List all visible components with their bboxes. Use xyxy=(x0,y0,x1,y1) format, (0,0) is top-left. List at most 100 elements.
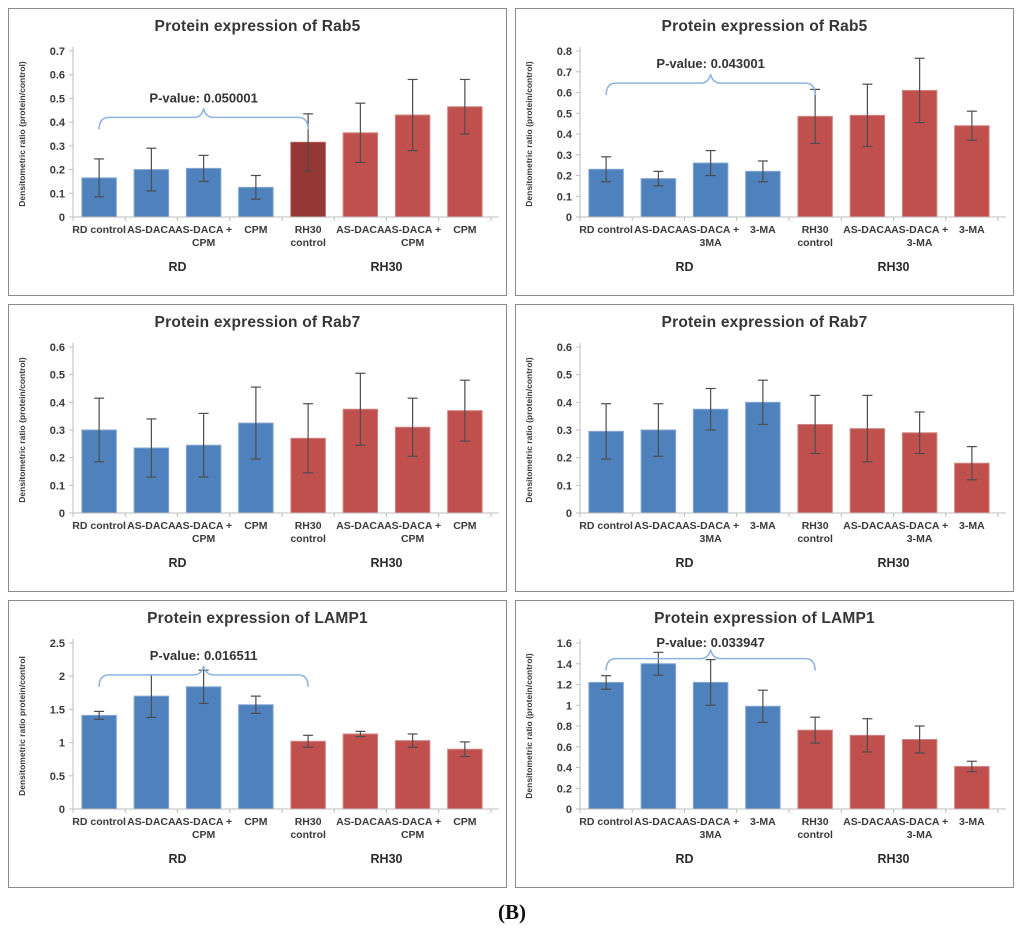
svg-text:0.5: 0.5 xyxy=(50,771,65,783)
svg-text:P-value: 0.050001: P-value: 0.050001 xyxy=(149,90,257,105)
svg-text:0.2: 0.2 xyxy=(50,165,65,177)
svg-text:RD: RD xyxy=(168,852,186,866)
svg-text:Densitometric ratio (protein/c: Densitometric ratio (protein/control) xyxy=(524,61,534,207)
svg-text:CPM: CPM xyxy=(192,829,216,841)
svg-text:RD control: RD control xyxy=(579,520,633,532)
svg-text:control: control xyxy=(290,829,326,841)
chart-panel-lamp1-cpm: Protein expression of LAMP1 0 0.5 1 1.5 2 2.5… xyxy=(8,600,507,888)
svg-text:AS-DACA +: AS-DACA + xyxy=(384,816,441,828)
svg-text:AS-DACA +: AS-DACA + xyxy=(175,520,232,532)
svg-text:RH30: RH30 xyxy=(371,556,403,570)
svg-text:CPM: CPM xyxy=(401,533,425,545)
svg-text:AS-DACA: AS-DACA xyxy=(336,520,385,532)
svg-text:control: control xyxy=(797,829,833,841)
svg-text:AS-DACA: AS-DACA xyxy=(843,520,892,532)
svg-text:0.3: 0.3 xyxy=(50,425,65,437)
svg-text:3-MA: 3-MA xyxy=(907,533,933,545)
svg-text:0.2: 0.2 xyxy=(50,453,65,465)
svg-text:AS-DACA +: AS-DACA + xyxy=(384,520,441,532)
svg-text:3-MA: 3-MA xyxy=(907,829,933,841)
svg-text:CPM: CPM xyxy=(453,520,477,532)
svg-text:0: 0 xyxy=(566,804,572,816)
svg-text:Densitometric ratio (protein/c: Densitometric ratio (protein/control) xyxy=(524,653,534,799)
svg-text:Densitometric ratio protein/co: Densitometric ratio protein/control xyxy=(17,656,27,796)
svg-text:0: 0 xyxy=(59,212,65,224)
svg-text:RH30: RH30 xyxy=(802,224,829,236)
svg-text:CPM: CPM xyxy=(401,237,425,249)
bar-chart-rab5-3ma: 00.10.20.30.40.50.60.70.8RD control AS-DA… xyxy=(524,46,1006,274)
svg-text:0.4: 0.4 xyxy=(557,129,573,141)
svg-text:0.7: 0.7 xyxy=(557,67,572,79)
svg-text:CPM: CPM xyxy=(244,816,268,828)
svg-text:0.1: 0.1 xyxy=(50,188,65,200)
svg-text:AS-DACA +: AS-DACA + xyxy=(891,816,948,828)
bar-chart-rab7-3ma: 00.10.20.30.40.50.6RD control AS-DACA AS-D… xyxy=(524,342,1006,570)
svg-text:0.1: 0.1 xyxy=(557,480,572,492)
svg-text:0.4: 0.4 xyxy=(557,763,573,775)
svg-text:P-value: 0.043001: P-value: 0.043001 xyxy=(656,56,764,71)
svg-text:0: 0 xyxy=(566,212,572,224)
svg-text:P-value: 0.033947: P-value: 0.033947 xyxy=(656,635,764,650)
svg-text:RD control: RD control xyxy=(72,224,126,236)
svg-text:0.6: 0.6 xyxy=(50,70,65,82)
svg-text:3-MA: 3-MA xyxy=(959,816,985,828)
svg-text:AS-DACA +: AS-DACA + xyxy=(682,816,739,828)
svg-text:0.8: 0.8 xyxy=(557,46,572,58)
svg-text:AS-DACA: AS-DACA xyxy=(127,816,176,828)
figure-grid: Protein expression of Rab5 0 0.1 0.2 0.3 0.4… xyxy=(8,8,1014,888)
bar-chart-rab5-cpm: 00.10.20.30.40.50.60.7RD control AS-DACA A… xyxy=(17,46,499,274)
svg-text:0.4: 0.4 xyxy=(557,397,573,409)
svg-text:0.6: 0.6 xyxy=(557,88,572,100)
chart-title: Protein expression of Rab7 xyxy=(154,314,361,331)
svg-text:RH30: RH30 xyxy=(295,520,322,532)
svg-text:0.2: 0.2 xyxy=(557,453,572,465)
chart-panel-rab5-cpm: Protein expression of Rab5 0 0.1 0.2 0.3 0.4… xyxy=(8,8,507,296)
svg-text:3-MA: 3-MA xyxy=(750,520,776,532)
svg-text:AS-DACA +: AS-DACA + xyxy=(175,816,232,828)
svg-text:AS-DACA +: AS-DACA + xyxy=(682,520,739,532)
svg-text:1.6: 1.6 xyxy=(557,638,572,650)
svg-text:3MA: 3MA xyxy=(700,533,723,545)
svg-text:RD: RD xyxy=(168,556,186,570)
chart-title: Protein expression of Rab7 xyxy=(661,314,868,331)
chart-panel-lamp1-3ma: Protein expression of LAMP1 0 0.2 0.4 0.6 0.… xyxy=(515,600,1014,888)
svg-text:AS-DACA: AS-DACA xyxy=(634,224,683,236)
svg-text:0.2: 0.2 xyxy=(557,171,572,183)
svg-text:AS-DACA: AS-DACA xyxy=(634,520,683,532)
svg-text:3MA: 3MA xyxy=(700,237,723,249)
svg-text:CPM: CPM xyxy=(244,224,268,236)
svg-text:RH30: RH30 xyxy=(295,816,322,828)
svg-text:3-MA: 3-MA xyxy=(750,224,776,236)
svg-text:0.3: 0.3 xyxy=(50,141,65,153)
svg-text:0.8: 0.8 xyxy=(557,721,572,733)
svg-text:Densitometric ratio (protein/c: Densitometric ratio (protein/control) xyxy=(524,357,534,503)
svg-text:0: 0 xyxy=(59,508,65,520)
svg-text:3-MA: 3-MA xyxy=(907,237,933,249)
svg-text:RD: RD xyxy=(675,556,693,570)
svg-text:RH30: RH30 xyxy=(878,260,910,274)
svg-text:AS-DACA +: AS-DACA + xyxy=(175,224,232,236)
svg-text:AS-DACA: AS-DACA xyxy=(127,224,176,236)
svg-text:0.5: 0.5 xyxy=(557,370,572,382)
svg-text:0.5: 0.5 xyxy=(50,93,65,105)
svg-text:CPM: CPM xyxy=(453,816,477,828)
svg-text:AS-DACA +: AS-DACA + xyxy=(891,520,948,532)
svg-text:RD control: RD control xyxy=(579,816,633,828)
svg-text:3-MA: 3-MA xyxy=(750,816,776,828)
svg-text:0.1: 0.1 xyxy=(50,480,65,492)
chart-title: Protein expression of LAMP1 xyxy=(147,610,368,627)
svg-text:0.6: 0.6 xyxy=(50,342,65,354)
svg-text:0.5: 0.5 xyxy=(557,108,572,120)
chart-title: Protein expression of Rab5 xyxy=(661,18,868,35)
svg-text:CPM: CPM xyxy=(401,829,425,841)
svg-text:CPM: CPM xyxy=(244,520,268,532)
svg-text:RD control: RD control xyxy=(72,816,126,828)
svg-text:control: control xyxy=(797,237,833,249)
svg-text:RH30: RH30 xyxy=(878,852,910,866)
chart-title: Protein expression of Rab5 xyxy=(154,18,361,35)
svg-text:RH30: RH30 xyxy=(371,260,403,274)
bar-chart-lamp1-3ma: 00.20.40.60.811.21.41.6RD control AS-DACA… xyxy=(524,635,1006,866)
svg-text:control: control xyxy=(797,533,833,545)
svg-text:RD control: RD control xyxy=(72,520,126,532)
svg-text:AS-DACA +: AS-DACA + xyxy=(682,224,739,236)
